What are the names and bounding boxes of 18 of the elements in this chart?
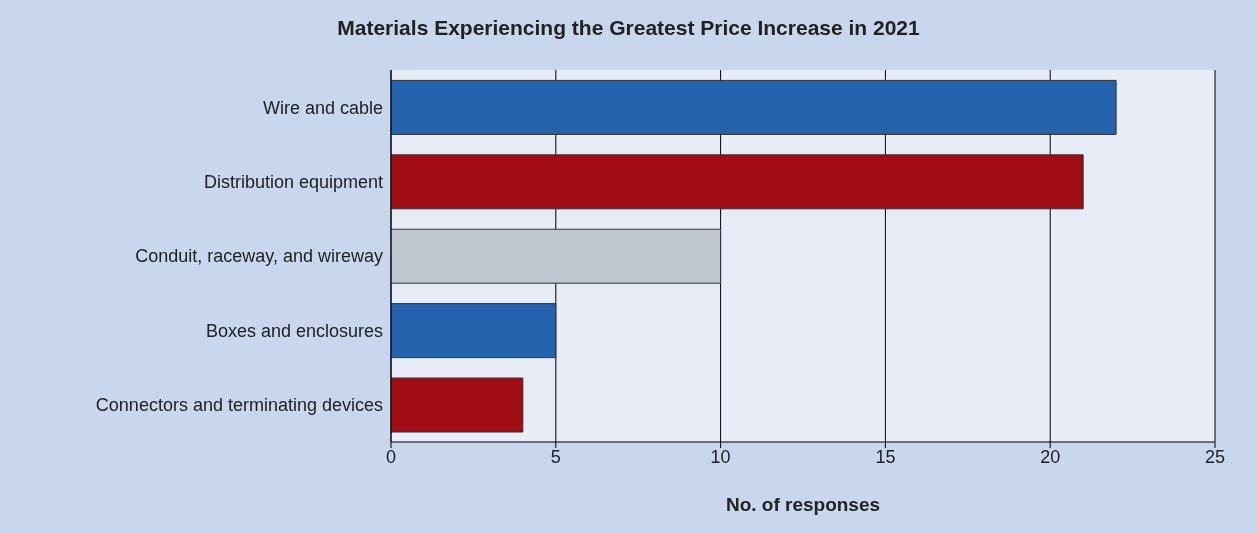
y-tick-label: Connectors and terminating devices xyxy=(95,395,383,416)
bar xyxy=(391,79,1117,135)
bar xyxy=(391,228,722,284)
x-tick-label: 15 xyxy=(875,446,896,467)
bar xyxy=(391,377,524,433)
y-tick-label: Wire and cable xyxy=(262,97,383,118)
y-tick-label: Boxes and enclosures xyxy=(205,320,383,341)
x-tick-label: 20 xyxy=(1040,446,1061,467)
bar xyxy=(391,154,1084,210)
x-axis-title: No. of responses xyxy=(725,494,881,515)
y-tick-label: Distribution equipment xyxy=(203,171,383,192)
x-tick-label: 5 xyxy=(550,446,561,467)
y-tick-label: Conduit, raceway, and wireway xyxy=(135,246,383,267)
chart-title: Materials Experiencing the Greatest Price Increase in 2021 xyxy=(336,16,921,40)
x-tick-label: 25 xyxy=(1204,446,1226,467)
x-tick-label: 10 xyxy=(710,446,731,467)
bar xyxy=(391,303,557,359)
x-tick-label: 0 xyxy=(385,446,397,467)
